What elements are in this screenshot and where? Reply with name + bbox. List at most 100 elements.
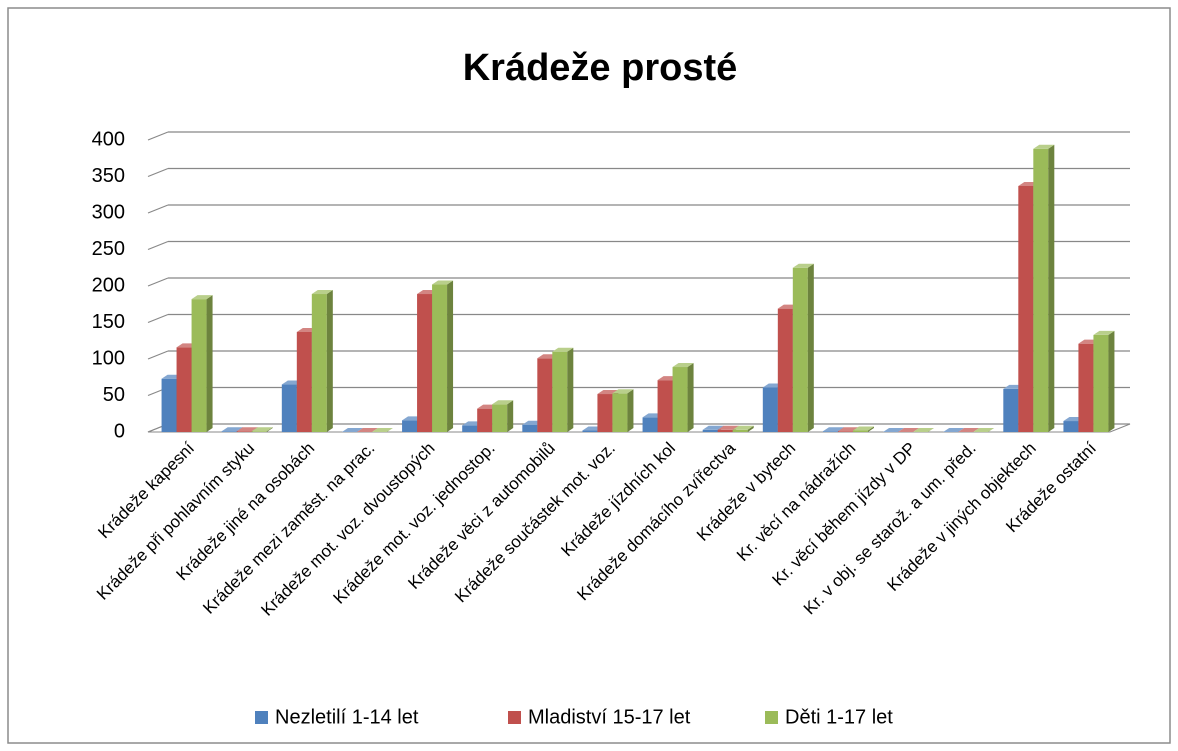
bar xyxy=(898,428,920,432)
bar-top xyxy=(883,428,905,432)
y-tick-label: 400 xyxy=(92,128,125,150)
bar-front xyxy=(537,358,553,432)
y-tick-label: 100 xyxy=(92,347,125,369)
bar xyxy=(371,428,393,432)
bar-front xyxy=(191,299,207,432)
legend-swatch xyxy=(255,711,268,724)
bar-top xyxy=(943,428,965,432)
bar-front xyxy=(702,429,718,432)
bar-top xyxy=(792,263,814,268)
legend-swatch xyxy=(508,711,521,724)
bar-top xyxy=(552,347,574,352)
bar-front xyxy=(1093,334,1109,432)
bar xyxy=(1033,144,1055,432)
bar-side xyxy=(807,263,814,432)
bar xyxy=(492,400,514,432)
bar-top xyxy=(822,427,844,432)
grid-line-side xyxy=(147,313,169,324)
bar-front xyxy=(852,430,868,432)
bar-top xyxy=(958,428,980,432)
bar-side xyxy=(867,426,874,432)
bar-front xyxy=(1003,388,1019,432)
bar xyxy=(311,290,333,432)
bar-front xyxy=(236,431,252,432)
bar-top xyxy=(1093,330,1115,335)
chart-title: Krádeže prosté xyxy=(463,47,738,89)
bar-front xyxy=(176,347,192,432)
bar-top xyxy=(492,400,514,405)
bar-front xyxy=(281,384,297,432)
bar-front xyxy=(402,420,418,432)
y-tick-label: 200 xyxy=(92,274,125,296)
bar-side xyxy=(326,290,333,432)
bar-front xyxy=(792,267,808,432)
grid-line-side xyxy=(147,240,169,251)
bar xyxy=(672,363,694,432)
bar xyxy=(732,425,754,432)
bar-top xyxy=(251,427,273,432)
bar-top xyxy=(236,427,258,432)
grid-line-side xyxy=(147,277,169,287)
bar-front xyxy=(161,378,177,432)
bar-top xyxy=(898,428,920,432)
legend-swatch xyxy=(765,711,778,724)
bar-side xyxy=(1048,144,1055,432)
bar-top xyxy=(432,280,454,285)
bar-top xyxy=(371,428,393,432)
bar xyxy=(883,428,905,432)
grid-line-side xyxy=(147,204,169,214)
bar-side xyxy=(447,280,454,432)
bar xyxy=(913,428,935,432)
bar-top xyxy=(913,428,935,432)
bar-front xyxy=(642,417,658,432)
bar-top xyxy=(702,425,724,430)
bar-front xyxy=(417,294,433,432)
bar-top xyxy=(852,426,874,431)
bar xyxy=(356,428,378,432)
grid-line-side xyxy=(147,167,169,178)
bar-front xyxy=(522,424,538,432)
bar xyxy=(852,426,874,432)
bar-top xyxy=(311,290,333,295)
bar-front xyxy=(311,294,327,432)
bar-front xyxy=(597,394,613,432)
bar-top xyxy=(732,425,754,430)
bar xyxy=(1093,330,1115,432)
bar-front xyxy=(1033,148,1049,432)
legend-label: Nezletilí 1-14 let xyxy=(275,706,419,728)
bar-front xyxy=(432,284,448,432)
bar xyxy=(958,428,980,432)
y-tick-label: 0 xyxy=(114,420,125,442)
bar-front xyxy=(612,393,628,432)
bar-top xyxy=(356,428,378,432)
bar xyxy=(552,347,574,432)
bar xyxy=(191,295,213,432)
bar-side xyxy=(747,425,754,432)
bar-front xyxy=(582,430,598,432)
bar-side xyxy=(687,363,694,432)
bar-side xyxy=(507,400,514,432)
bar-top xyxy=(973,428,995,432)
bar-side xyxy=(266,427,273,432)
bar-front xyxy=(732,429,748,432)
bar-front xyxy=(1078,343,1094,432)
bar-front xyxy=(657,380,673,432)
bar xyxy=(251,427,273,432)
bar-top xyxy=(672,363,694,368)
bar xyxy=(341,428,363,432)
bar-front xyxy=(1063,421,1079,432)
grid-line-side xyxy=(147,350,169,360)
bar-side xyxy=(206,295,213,432)
bar-front xyxy=(837,431,853,432)
bar-front xyxy=(296,331,312,432)
bar-side xyxy=(567,347,574,432)
y-tick-label: 150 xyxy=(92,311,125,333)
bar-front xyxy=(822,431,838,432)
bar-front xyxy=(762,387,778,432)
bar-front xyxy=(552,351,568,432)
bar-front xyxy=(717,429,733,432)
bar xyxy=(432,280,454,432)
bar-top xyxy=(717,425,739,430)
y-tick-label: 300 xyxy=(92,201,125,223)
